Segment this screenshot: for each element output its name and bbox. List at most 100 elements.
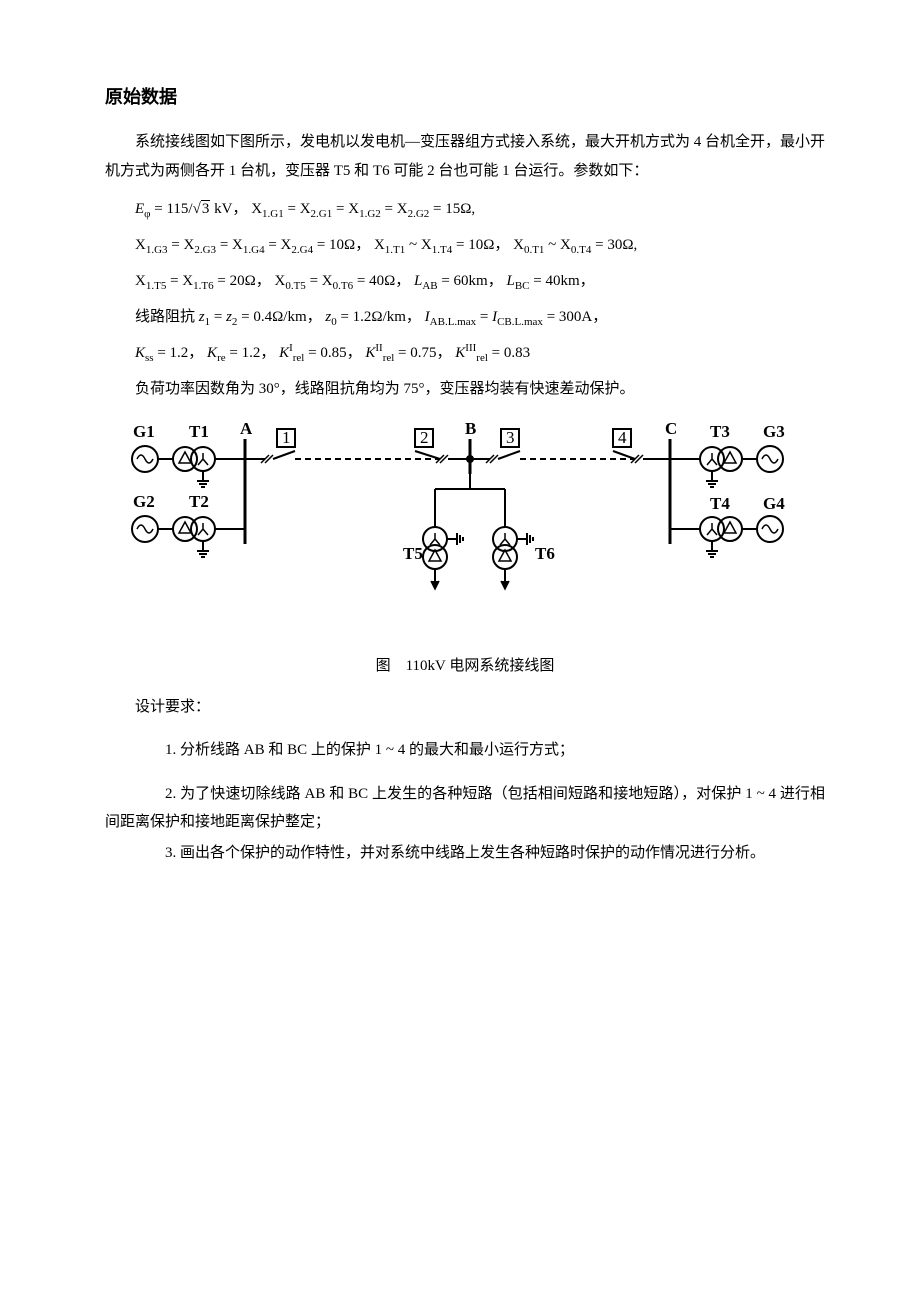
note-text: 负荷功率因数角为 30°，线路阻抗角均为 75°，变压器均装有快速差动保护。 [135,381,635,397]
sym-K: K [135,345,145,361]
val: = 30Ω, [591,237,637,253]
sub: 1.T5 [146,280,166,292]
sub: 2.G4 [291,244,313,256]
sub: rel [383,352,395,364]
param-row-1: Eφ = 115/3 kV， X1.G1 = X2.G1 = X1.G2 = X… [135,191,825,227]
sym-X: X [184,237,195,253]
sub: ss [145,352,154,364]
sub: 2.G2 [408,208,430,220]
eq: = [210,309,226,325]
eq: = [265,237,281,253]
label-G1: G1 [133,422,155,441]
label-T3: T3 [710,422,730,441]
sym-X: X [281,237,292,253]
eq: = [284,201,300,217]
sub: CB.L.max [497,316,543,328]
sub: re [217,352,226,364]
sym-X: X [513,237,524,253]
figure-caption: 图 110kV 电网系统接线图 [105,652,825,681]
requirement-3: 3. 画出各个保护的动作特性，并对系统中线路上发生各种短路时保护的动作情况进行分… [105,839,825,868]
val: = 1.2Ω/km， [337,309,421,325]
sub: 1.T6 [193,280,213,292]
sym-K: K [207,345,217,361]
sym-X: X [182,273,193,289]
tilde: ~ [405,237,421,253]
sqrt-icon: 3 [193,191,211,227]
eq: = [381,201,397,217]
val: = 15Ω, [429,201,475,217]
sym-X: X [348,201,359,217]
label-G4: G4 [763,494,785,513]
label-G3: G3 [763,422,785,441]
param-row-3: X1.T5 = X1.T6 = 20Ω， X0.T5 = X0.T6 = 40Ω… [135,263,825,299]
param-row-4: 线路阻抗 z1 = z2 = 0.4Ω/km， z0 = 1.2Ω/km， IA… [135,299,825,335]
label-breaker-2: 2 [420,428,429,447]
sym-X: X [232,237,243,253]
sub: BC [515,280,530,292]
sub: rel [293,352,305,364]
eq: = [476,309,492,325]
parameter-block: Eφ = 115/3 kV， X1.G1 = X2.G1 = X1.G2 = X… [135,191,825,407]
val: = 1.2， [154,345,204,361]
eq: = [168,237,184,253]
unit-kv: kV， [210,201,247,217]
requirements-head: 设计要求： [105,693,825,722]
sub: 1.T4 [432,244,452,256]
sym-L: L [506,273,514,289]
sym-X: X [421,237,432,253]
requirement-2: 2. 为了快速切除线路 AB 和 BC 上发生的各种短路（包括相间短路和接地短路… [105,780,825,837]
label-breaker-3: 3 [506,428,515,447]
val: = 1.2， [226,345,276,361]
sub: 1.G2 [359,208,381,220]
tilde: ~ [544,237,560,253]
val: = 300A， [543,309,607,325]
sub: 0.T4 [571,244,591,256]
val: = 40Ω， [353,273,410,289]
sup: III [465,342,476,354]
label-breaker-4: 4 [618,428,627,447]
eq: = [166,273,182,289]
param-row-5: Kss = 1.2， Kre = 1.2， KIrel = 0.85， KIIr… [135,335,825,371]
val: = 10Ω， [452,237,509,253]
label-T1: T1 [189,422,209,441]
label-T5: T5 [403,544,423,563]
circuit-diagram: G1 T1 G2 T2 A B C 1 2 3 4 T3 G3 T4 G4 T5… [105,419,825,644]
sub: 1.G3 [146,244,168,256]
sub: 0.T5 [285,280,305,292]
sym-X: X [322,273,333,289]
val: = 0.83 [488,345,530,361]
sub: 2.G3 [194,244,216,256]
sub: 1.G1 [262,208,284,220]
val: = 0.4Ω/km， [237,309,321,325]
intro-paragraph: 系统接线图如下图所示，发电机以发电机—变压器组方式接入系统，最大开机方式为 4 … [105,128,825,185]
eq: = [306,273,322,289]
sub: 1.G4 [243,244,265,256]
eq: = [332,201,348,217]
txt: 线路阻抗 [135,309,199,325]
sup: II [375,342,382,354]
sym-K: K [365,345,375,361]
label-B: B [465,419,476,438]
label-A: A [240,419,253,438]
sym-X: X [374,237,385,253]
val: = 60km， [438,273,503,289]
val: = 0.75， [394,345,451,361]
sym-X: X [397,201,408,217]
sub: AB [422,280,437,292]
val: = 40km， [530,273,595,289]
label-breaker-1: 1 [282,428,291,447]
sub: AB.L.max [430,316,476,328]
sym-K: K [455,345,465,361]
sym-X: X [135,237,146,253]
label-C: C [665,419,677,438]
page-title: 原始数据 [105,80,825,114]
sub: rel [476,352,488,364]
val-ephi: = 115/ [151,201,193,217]
sym-X: X [135,273,146,289]
label-G2: G2 [133,492,155,511]
val: = 10Ω， [313,237,370,253]
sym-X: X [274,273,285,289]
sym-X: X [560,237,571,253]
sym-X: X [300,201,311,217]
label-T6: T6 [535,544,555,563]
